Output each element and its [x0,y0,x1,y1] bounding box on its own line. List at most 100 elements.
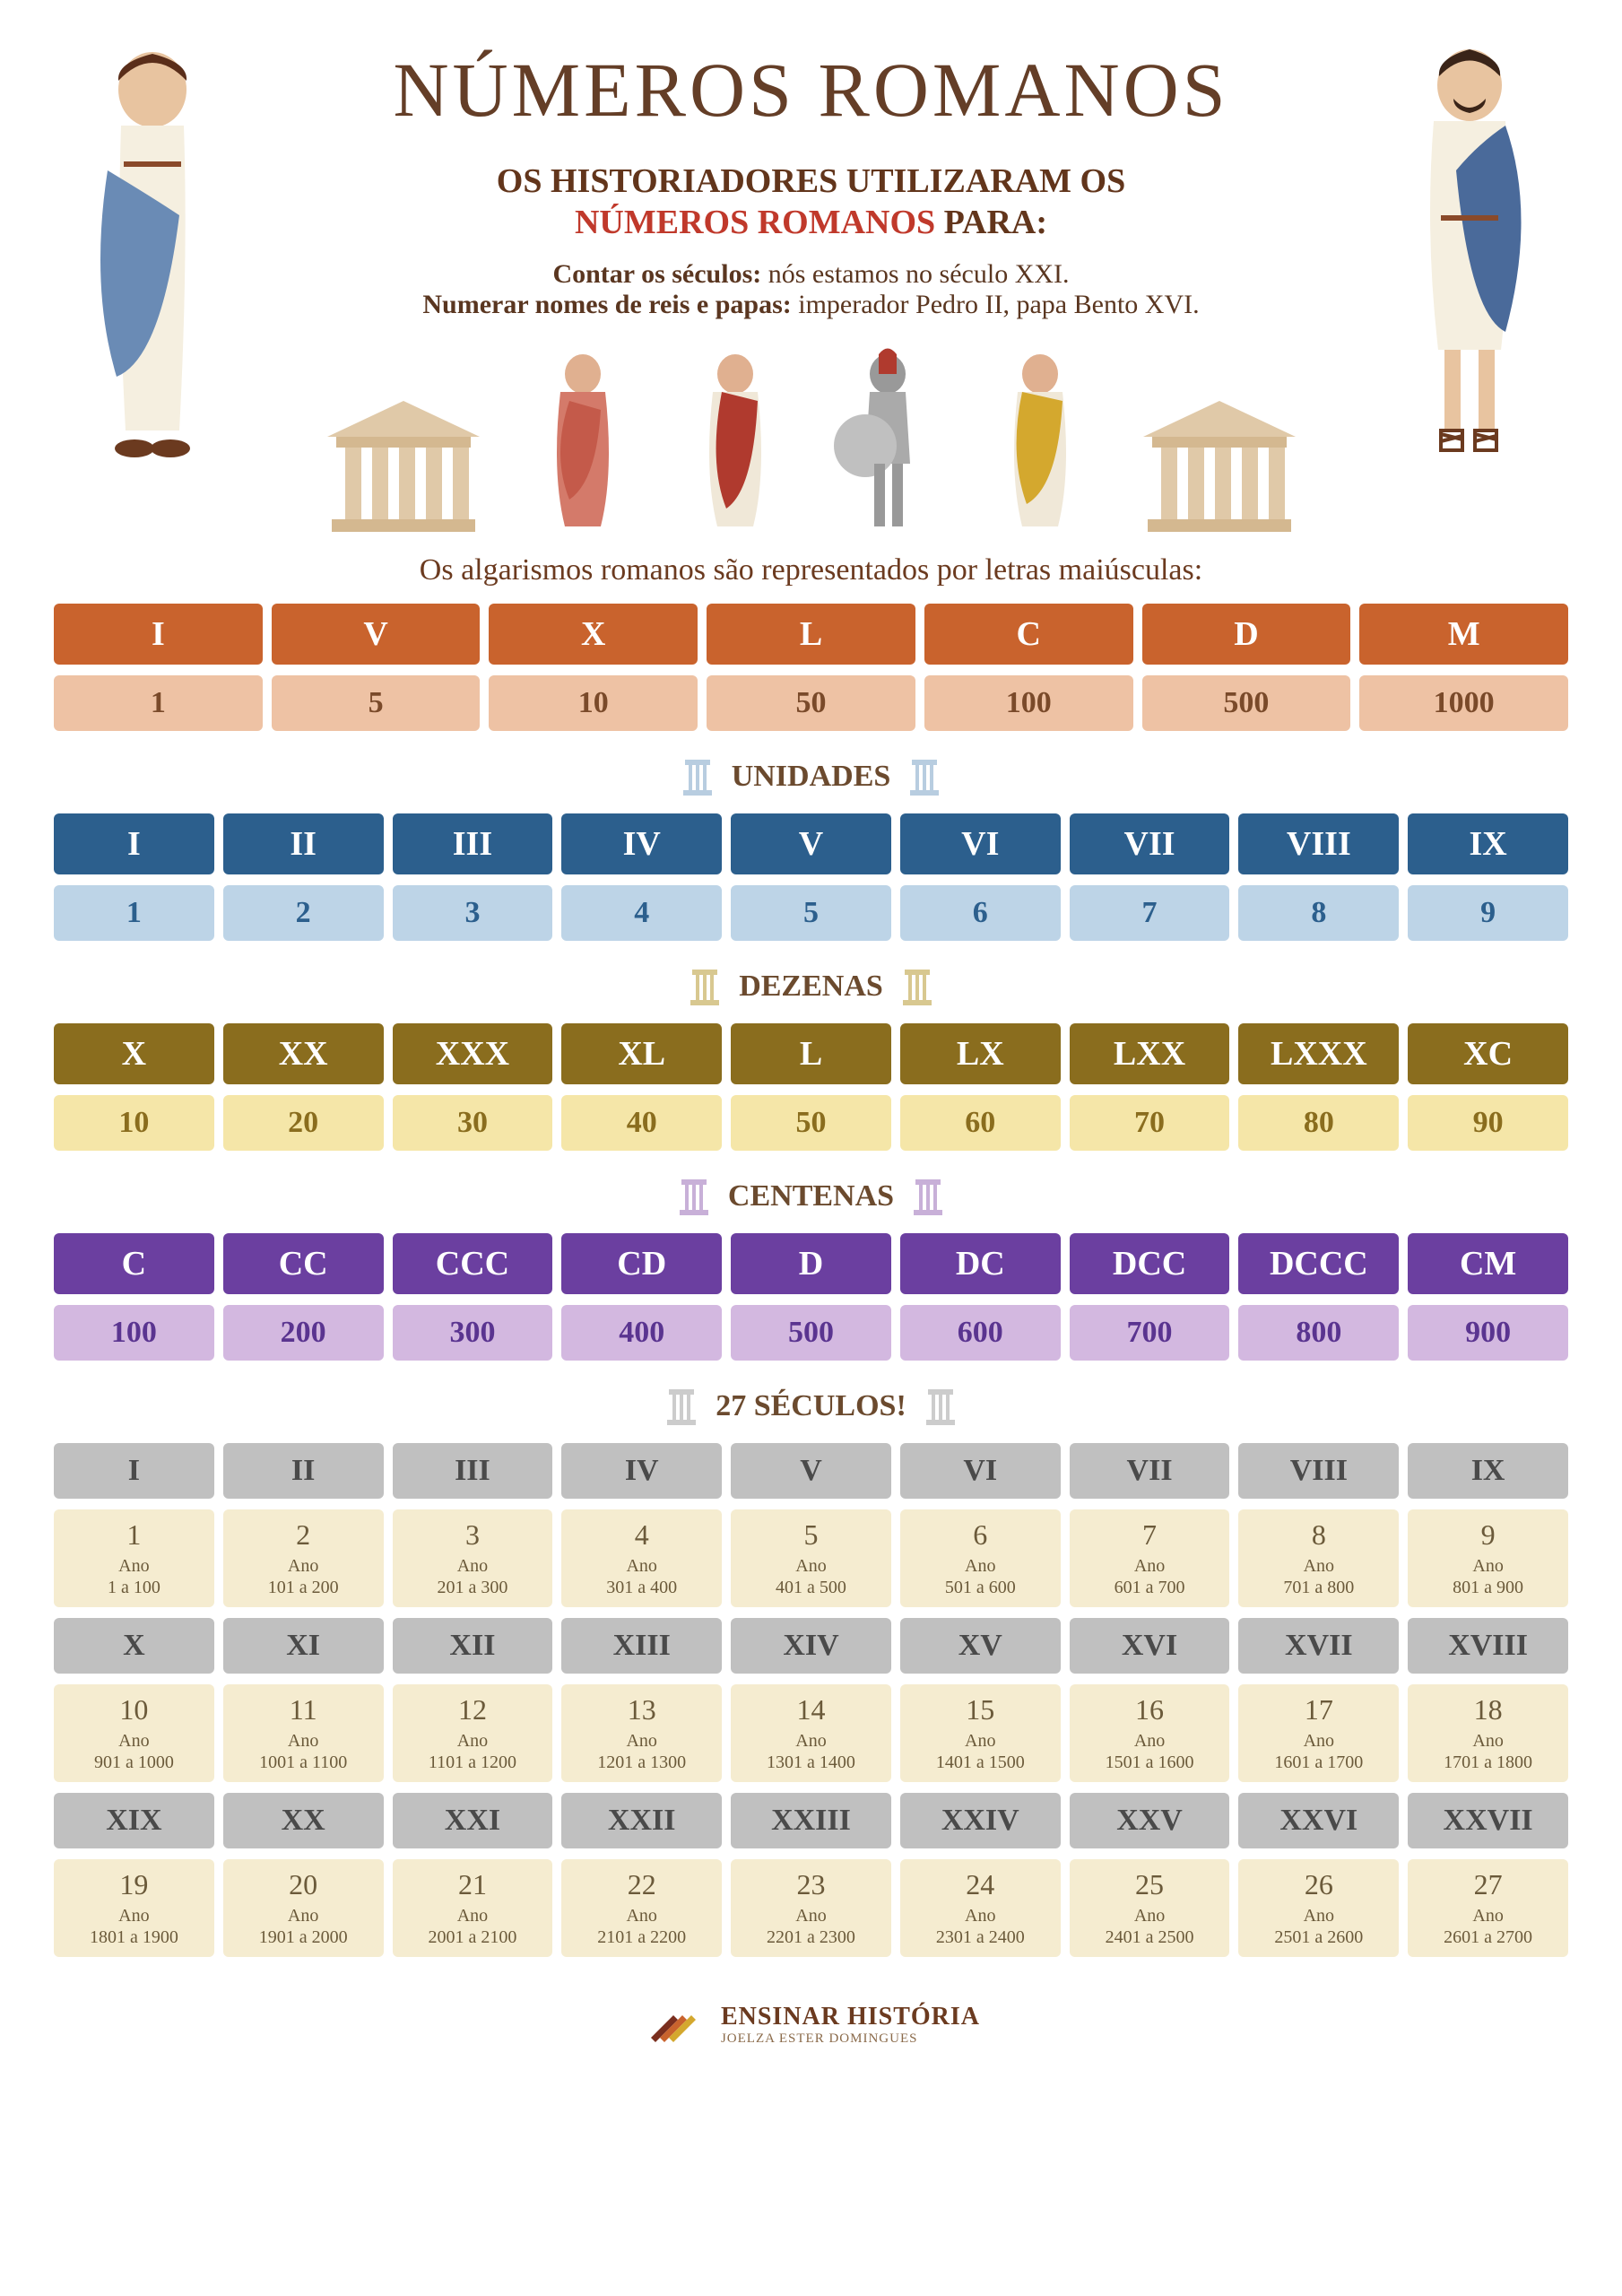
seculos-value-row: 19Ano1801 a 190020Ano1901 a 200021Ano200… [54,1859,1568,1957]
seculos-century-number: 2 [229,1518,378,1552]
seculos-ano-label: Ano [1413,1555,1563,1577]
seculos-year-range: 601 a 700 [1075,1577,1225,1598]
basics-roman-cell: C [924,604,1133,665]
usage-lines: Contar os séculos: nós estamos no século… [269,259,1353,320]
column-icon [924,1386,957,1427]
dezenas-value-cell: 70 [1070,1095,1230,1151]
column-icon [912,1176,944,1217]
unidades-value-cell: 1 [54,885,214,941]
seculos-century-number: 19 [59,1868,209,1901]
centenas-roman-cell: CD [561,1233,722,1294]
brand-logo-icon [642,1993,705,2056]
seculos-century-number: 16 [1075,1693,1225,1726]
seculos-value-cell: 21Ano2001 a 2100 [393,1859,553,1957]
seculos-value-cell: 7Ano601 a 700 [1070,1509,1230,1607]
seculos-value-cell: 27Ano2601 a 2700 [1408,1859,1568,1957]
seculos-ano-label: Ano [229,1730,378,1752]
seculos-year-range: 2301 a 2400 [906,1926,1055,1948]
seculos-roman-cell: III [393,1443,553,1499]
dezenas-roman-cell: LXXX [1238,1023,1399,1084]
seculos-roman-cell: XV [900,1618,1061,1674]
seculos-roman-cell: XX [223,1793,384,1848]
basics-roman-cell: M [1359,604,1568,665]
seculos-century-number: 23 [736,1868,886,1901]
seculos-ano-label: Ano [567,1730,716,1752]
seculos-year-range: 401 a 500 [736,1577,886,1598]
basics-roman-cell: X [489,604,698,665]
basics-roman-cell: V [272,604,481,665]
seculos-roman-cell: IX [1408,1443,1568,1499]
dezenas-roman-cell: XX [223,1023,384,1084]
centenas-value-cell: 200 [223,1305,384,1361]
basics-romans-row: IVXLCDM [54,604,1568,665]
unidades-value-cell: 6 [900,885,1061,941]
basics-roman-cell: L [707,604,915,665]
seculos-value-cell: 26Ano2501 a 2600 [1238,1859,1399,1957]
seculos-value-cell: 22Ano2101 a 2200 [561,1859,722,1957]
seculos-roman-row: XIXXXXXIXXIIXXIIIXXIVXXVXXVIXXVII [54,1793,1568,1848]
usage1-rest: nós estamos no século XXI. [761,259,1069,289]
footer-brand: ENSINAR HISTÓRIA [721,2003,980,2031]
seculos-century-number: 20 [229,1868,378,1901]
seculos-value-cell: 2Ano101 a 200 [223,1509,384,1607]
mini-figures-row [269,347,1353,535]
seculos-century-number: 6 [906,1518,1055,1552]
seculos-ano-label: Ano [736,1905,886,1926]
dezenas-roman-cell: L [731,1023,891,1084]
seculos-century-number: 4 [567,1518,716,1552]
seculos-roman-cell: XIV [731,1618,891,1674]
column-icon [665,1386,698,1427]
dezenas-value-cell: 90 [1408,1095,1568,1151]
seculos-ano-label: Ano [906,1555,1055,1577]
unidades-roman-cell: III [393,813,553,874]
roman-woman-illustration [54,36,251,466]
unidades-value-cell: 3 [393,885,553,941]
unidades-value-cell: 9 [1408,885,1568,941]
unidades-roman-cell: II [223,813,384,874]
dezenas-value-cell: 80 [1238,1095,1399,1151]
basics-roman-cell: D [1142,604,1351,665]
roman-figure-2-icon [677,347,794,535]
column-icon [689,966,721,1007]
dezenas-values-row: 102030405060708090 [54,1095,1568,1151]
seculos-ano-label: Ano [1244,1905,1393,1926]
seculos-value-cell: 4Ano301 a 400 [561,1509,722,1607]
unidades-roman-cell: VIII [1238,813,1399,874]
seculos-roman-cell: II [223,1443,384,1499]
subtitle: OS HISTORIADORES UTILIZARAM OS NÚMEROS R… [269,161,1353,243]
centenas-roman-cell: D [731,1233,891,1294]
seculos-roman-cell: V [731,1443,891,1499]
seculos-year-range: 301 a 400 [567,1577,716,1598]
seculos-ano-label: Ano [1244,1730,1393,1752]
seculos-roman-cell: XXII [561,1793,722,1848]
centenas-value-cell: 600 [900,1305,1061,1361]
usage2-rest: imperador Pedro II, papa Bento XVI. [792,290,1200,319]
centenas-roman-cell: CM [1408,1233,1568,1294]
dezenas-roman-cell: X [54,1023,214,1084]
seculos-year-range: 1301 a 1400 [736,1752,886,1773]
seculos-ano-label: Ano [398,1730,548,1752]
seculos-year-range: 2101 a 2200 [567,1926,716,1948]
usage2-bold: Numerar nomes de reis e papas: [422,290,791,319]
seculos-year-range: 701 a 800 [1244,1577,1393,1598]
seculos-year-range: 1001 a 1100 [229,1752,378,1773]
seculos-value-cell: 1Ano1 a 100 [54,1509,214,1607]
seculos-year-range: 901 a 1000 [59,1752,209,1773]
centenas-value-cell: 100 [54,1305,214,1361]
roman-figure-1-icon [525,347,641,535]
seculos-year-range: 1 a 100 [59,1577,209,1598]
seculos-roman-cell: XXI [393,1793,553,1848]
seculos-ano-label: Ano [906,1730,1055,1752]
dezenas-value-cell: 20 [223,1095,384,1151]
seculos-century-number: 21 [398,1868,548,1901]
seculos-century-number: 15 [906,1693,1055,1726]
seculos-century-number: 5 [736,1518,886,1552]
basics-roman-cell: I [54,604,263,665]
seculos-century-number: 9 [1413,1518,1563,1552]
seculos-ano-label: Ano [906,1905,1055,1926]
unidades-value-cell: 4 [561,885,722,941]
dezenas-roman-cell: LX [900,1023,1061,1084]
seculos-ano-label: Ano [1244,1555,1393,1577]
seculos-year-range: 201 a 300 [398,1577,548,1598]
seculos-roman-cell: XXIV [900,1793,1061,1848]
